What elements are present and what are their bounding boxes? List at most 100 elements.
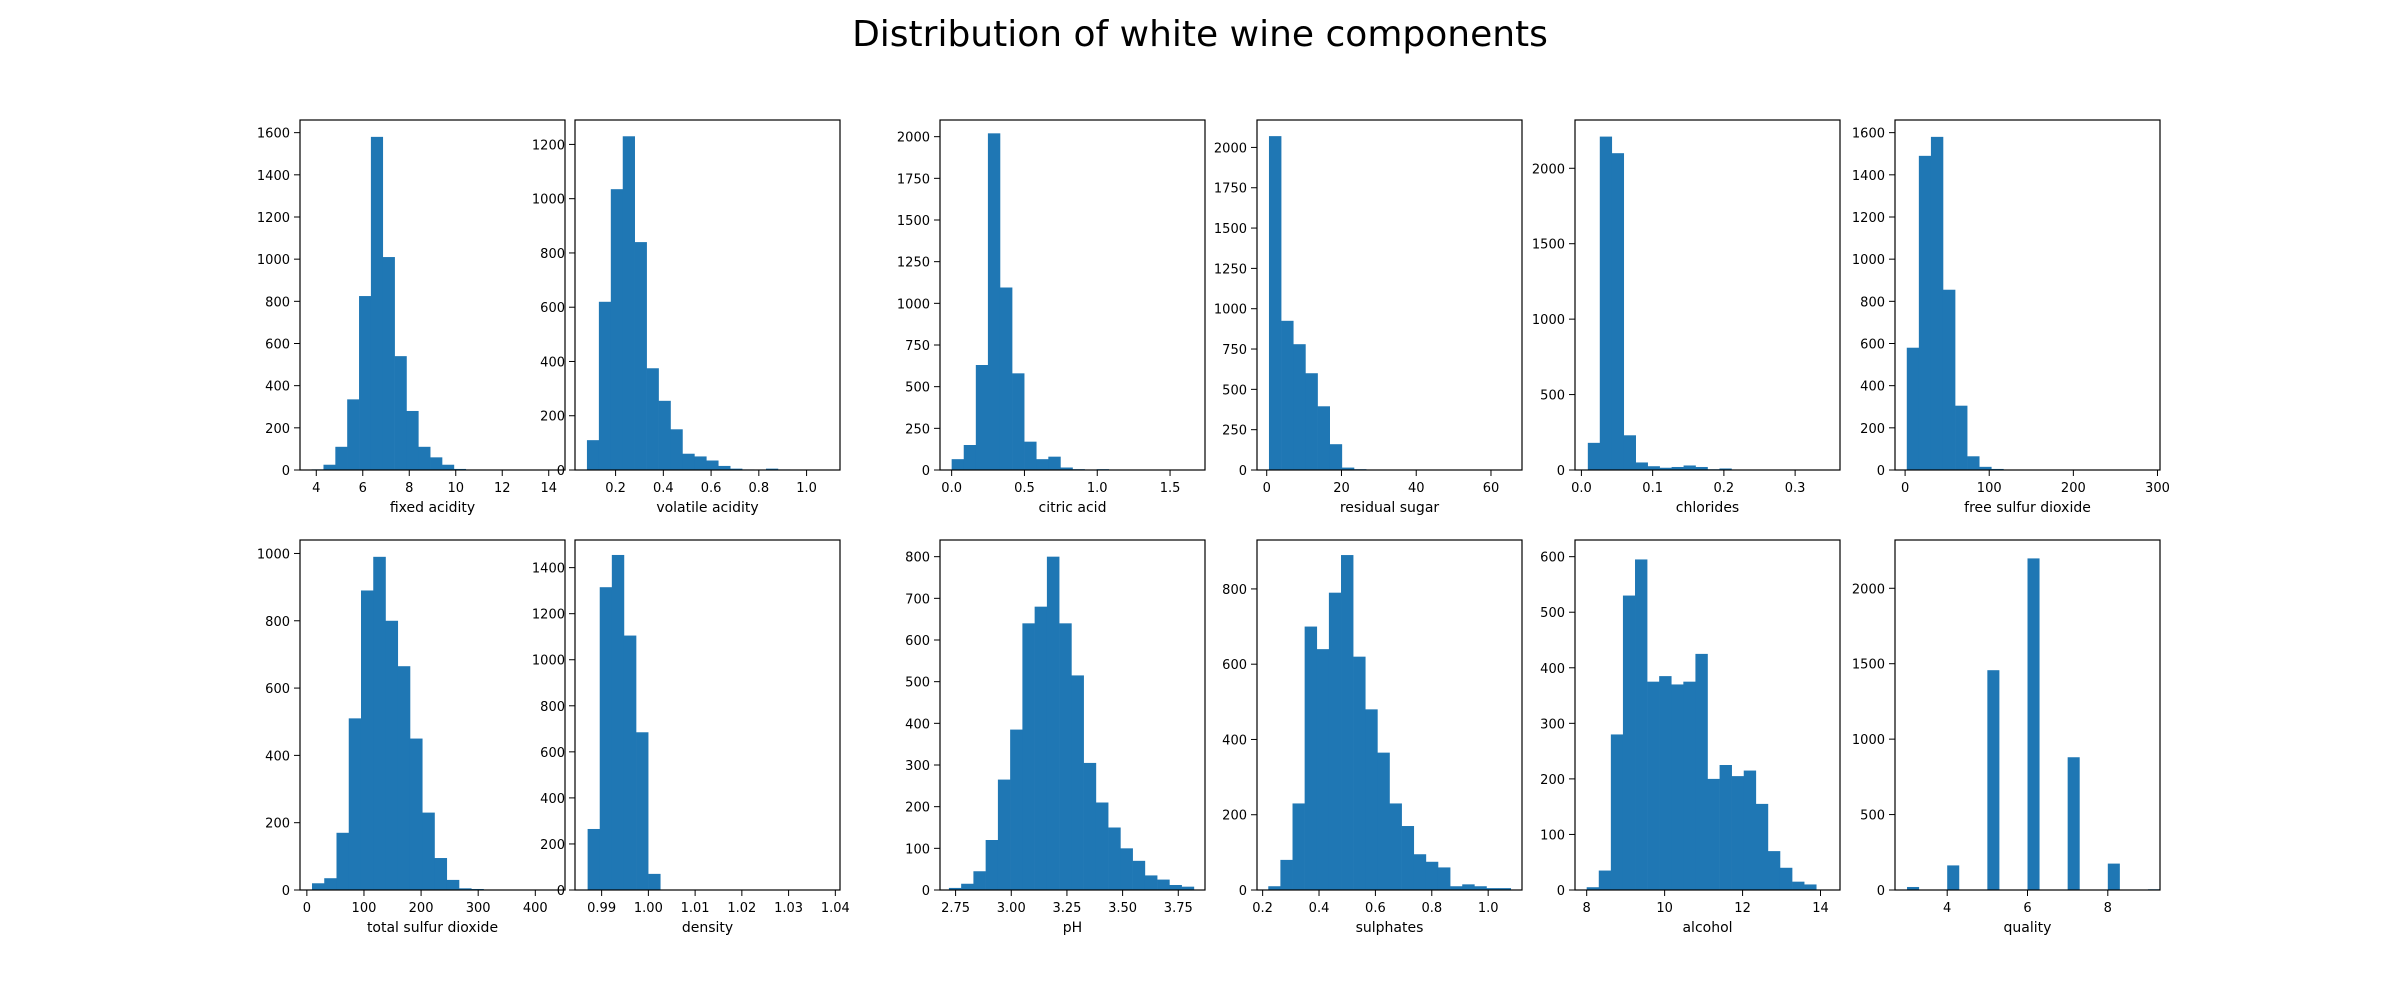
histogram-bar <box>1635 462 1648 470</box>
histogram-bar <box>418 446 431 470</box>
y-tick-label: 2000 <box>1214 141 1247 156</box>
histogram-bar <box>1659 676 1672 890</box>
histogram-bar <box>610 189 624 471</box>
y-tick-label: 800 <box>540 700 565 715</box>
histogram-bar <box>1389 803 1402 890</box>
histogram-bar <box>1610 734 1624 890</box>
y-tick-label: 750 <box>1222 343 1247 358</box>
y-tick-label: 300 <box>1540 717 1565 732</box>
x-tick-label: 8 <box>2104 901 2112 916</box>
x-axis-label: density <box>682 920 733 936</box>
subplot-3: 0 20 40 60 0 250 500 750 1000 1250 1500 1750 2000 res… <box>1214 119 1523 516</box>
histogram-bar <box>1598 870 1612 890</box>
histogram-bar <box>1341 555 1354 890</box>
histogram-bar <box>997 779 1011 890</box>
histogram-bar <box>730 468 743 470</box>
axes-frame <box>299 119 566 471</box>
histogram-bar <box>1305 373 1318 470</box>
y-tick-label: 300 <box>905 759 930 774</box>
histogram-bar <box>1930 136 1944 470</box>
y-tick-label: 200 <box>1222 809 1247 824</box>
histogram-bar <box>1987 670 2000 890</box>
histogram-bar <box>1144 875 1158 890</box>
x-tick-label: 1.5 <box>1160 481 1181 496</box>
x-tick-label: 0 <box>303 901 311 916</box>
histogram-bar <box>987 133 1001 471</box>
y-tick-label: 1000 <box>532 654 565 669</box>
subplot-5: 0 100 200 300 0 200 400 600 800 1000 1200 1400 1600 f… <box>1852 119 2170 516</box>
histogram-bar <box>1317 406 1330 470</box>
histogram-bar <box>1647 466 1660 470</box>
y-tick-label: 1500 <box>1852 658 1885 673</box>
histogram-bar <box>1108 827 1121 890</box>
histogram-bar <box>422 812 435 890</box>
y-tick-label: 0 <box>1239 464 1247 479</box>
y-tick-label: 1500 <box>1214 222 1247 237</box>
histogram-bar <box>1377 752 1390 890</box>
histogram-bar <box>1743 770 1757 890</box>
histogram-bar <box>1120 848 1133 890</box>
histogram-bar <box>1268 886 1281 890</box>
histogram-bars <box>948 556 1195 890</box>
x-tick-label: 1.02 <box>727 901 756 916</box>
y-tick-label: 600 <box>265 337 290 352</box>
histogram-bar <box>1181 886 1195 890</box>
x-tick-label: 8 <box>1583 901 1591 916</box>
x-tick-label: 8 <box>405 481 413 496</box>
histogram-bar <box>2107 863 2120 890</box>
histogram-bars <box>1268 136 1513 470</box>
histogram-bar <box>623 635 637 890</box>
y-tick-label: 1000 <box>1852 733 1885 748</box>
histogram-bar <box>1967 456 1980 470</box>
histogram-bar <box>1012 373 1025 470</box>
y-tick-label: 1600 <box>1852 127 1885 142</box>
histogram-bar <box>1622 595 1636 890</box>
histogram-bar <box>1586 887 1600 890</box>
y-tick-label: 600 <box>905 634 930 649</box>
histogram-bar <box>999 287 1013 470</box>
histogram-bar <box>397 666 411 890</box>
histogram-bar <box>324 878 337 890</box>
subplot-7: 0.99 1.00 1.01 1.02 1.03 1.04 0 200 400 600 800 100… <box>532 539 850 936</box>
y-tick-label: 1250 <box>897 256 930 271</box>
histogram-bar <box>406 410 419 470</box>
histogram-bar <box>1498 888 1512 890</box>
subplot-9: 0.2 0.4 0.6 0.8 1.0 0 200 400 600 800 sulphates <box>1222 539 1523 936</box>
histogram-bar <box>636 732 649 890</box>
histogram-bar <box>1955 405 1968 470</box>
histogram-bar <box>1304 626 1318 890</box>
y-tick-label: 1500 <box>1532 238 1565 253</box>
axes-frame <box>1574 119 1841 471</box>
y-tick-label: 400 <box>540 792 565 807</box>
histogram-bar <box>1623 435 1636 470</box>
histogram-bar <box>1906 347 1920 470</box>
y-tick-label: 400 <box>540 355 565 370</box>
x-tick-label: 10 <box>447 481 464 496</box>
histogram-bar <box>951 459 965 470</box>
y-tick-label: 1250 <box>1214 262 1247 277</box>
axes-frame <box>939 119 1206 471</box>
y-tick-label: 0 <box>557 884 565 899</box>
histogram-bar <box>706 460 719 470</box>
subplot-6: 0 100 200 300 400 0 200 400 600 800 1000 total sulf… <box>257 539 566 936</box>
histogram-bar <box>1132 860 1146 890</box>
histogram-bar <box>694 456 707 470</box>
histogram-bar <box>1695 466 1708 470</box>
histogram-bar <box>1157 879 1170 890</box>
histogram-bar <box>975 365 989 470</box>
y-tick-label: 600 <box>265 682 290 697</box>
histogram-bar <box>985 840 999 890</box>
x-tick-label: 400 <box>523 901 548 916</box>
histogram-bar <box>1450 886 1463 890</box>
y-tick-label: 500 <box>905 676 930 691</box>
histogram-bar <box>1059 623 1072 890</box>
histogram-bars <box>586 136 826 471</box>
y-tick-label: 500 <box>1540 389 1565 404</box>
histogram-bars <box>1906 136 2149 470</box>
histogram-bar <box>658 400 671 470</box>
subplot-11: 4 6 8 0 500 1000 1500 2000 quality <box>1852 539 2161 936</box>
histogram-bar <box>1719 765 1732 890</box>
x-tick-label: 0.8 <box>748 481 769 496</box>
x-tick-label: 12 <box>494 481 511 496</box>
histogram-bar <box>1779 867 1793 890</box>
